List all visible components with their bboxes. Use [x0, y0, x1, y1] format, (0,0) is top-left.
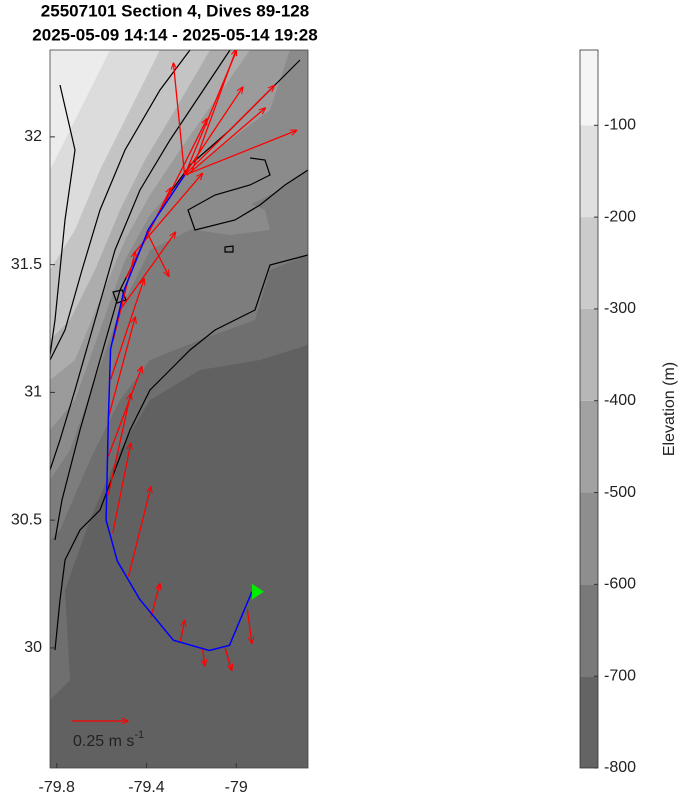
colorbar-band — [580, 308, 598, 401]
velocity-arrow — [203, 647, 205, 666]
colorbar-tick-label: -600 — [604, 576, 636, 593]
colorbar-label: Elevation (m) — [661, 362, 678, 456]
velocity-arrow — [190, 50, 236, 173]
velocity-arrow — [107, 367, 142, 457]
chart-subtitle: 2025-05-09 14:14 - 2025-05-14 19:28 — [32, 25, 317, 44]
y-tick-label: 30 — [24, 639, 42, 656]
y-tick-label: 30.5 — [11, 511, 42, 528]
velocity-arrow — [179, 620, 184, 643]
glider-track — [105, 174, 253, 652]
plot-frame — [49, 49, 309, 769]
velocity-arrow — [119, 232, 176, 312]
velocity-arrow — [107, 394, 130, 495]
velocity-arrow — [161, 119, 207, 209]
velocity-arrow — [184, 86, 275, 176]
x-tick-label: -79.4 — [128, 779, 165, 796]
colorbar-tick-label: -700 — [604, 667, 636, 684]
chart-title: 25507101 Section 4, Dives 89-128 — [41, 1, 309, 20]
colorbar-band — [580, 584, 598, 677]
colorbar-band — [580, 125, 598, 218]
y-tick-label: 31 — [24, 384, 42, 401]
colorbar-band — [580, 400, 598, 493]
colorbar-band — [580, 676, 598, 768]
velocity-arrow — [109, 279, 145, 380]
velocity-arrow — [246, 609, 251, 644]
velocity-arrow — [112, 443, 131, 534]
y-tick-label: 31.5 — [11, 256, 42, 273]
velocity-arrow — [224, 647, 232, 670]
x-tick-label: -79.8 — [38, 779, 75, 796]
bathymetry — [50, 50, 308, 768]
velocity-arrow — [173, 63, 186, 176]
velocity-arrow — [186, 108, 265, 176]
colorbar-band — [580, 217, 598, 309]
colorbar-tick-label: -400 — [604, 392, 636, 409]
velocity-arrow — [125, 188, 171, 278]
colorbar-tick-label: -300 — [604, 300, 636, 317]
colorbar-frame — [579, 49, 599, 769]
colorbar-tick-label: -500 — [604, 484, 636, 501]
velocity-arrow — [150, 584, 160, 618]
colorbar-band — [580, 50, 598, 126]
velocity-arrow — [134, 173, 202, 253]
x-tick-label: -79 — [225, 779, 248, 796]
velocity-arrow — [145, 231, 168, 276]
velocity-arrow — [184, 130, 297, 176]
colorbar-band — [580, 492, 598, 585]
colorbar-tick-label: -100 — [604, 117, 636, 134]
velocity-arrow — [107, 317, 135, 419]
colorbar-tick-label: -800 — [604, 759, 636, 776]
velocity-arrow — [127, 487, 151, 577]
end-marker — [251, 583, 264, 600]
colorbar-tick-label: -200 — [604, 208, 636, 225]
key-label: 0.25 m s-1 — [73, 729, 144, 750]
y-tick-label: 32 — [24, 128, 42, 145]
